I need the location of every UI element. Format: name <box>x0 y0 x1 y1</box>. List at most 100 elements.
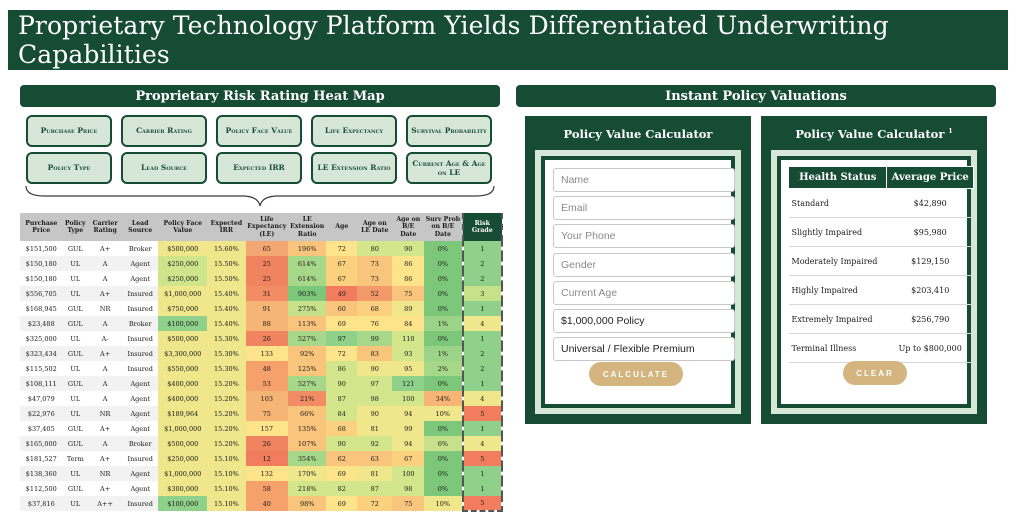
results-frame: Health Status Average Price Standard $42,… <box>771 150 977 414</box>
heatmap-cell: 135% <box>288 421 327 436</box>
heatmap-cell: 58 <box>245 481 289 496</box>
phone-field[interactable]: Your Phone <box>553 224 735 248</box>
heatmap-cell: Agent <box>122 256 159 271</box>
results-title: Policy Value Calculator 1 <box>761 127 987 143</box>
heatmap-cell: A <box>88 271 123 286</box>
heatmap-cell: 0% <box>424 466 463 481</box>
policy-value-calculator-form: Policy Value Calculator Name Email Your … <box>525 116 751 424</box>
heatmap-column-header: Risk Grade <box>461 213 504 241</box>
factor-policy-face-value: Policy Face Value <box>216 115 302 147</box>
heatmap-cell: 90 <box>326 376 358 391</box>
heatmap-cell: 15.30% <box>207 361 246 376</box>
heatmap-cell: 15.10% <box>207 451 246 466</box>
name-field[interactable]: Name <box>553 168 735 192</box>
email-field[interactable]: Email <box>553 196 735 220</box>
heatmap-cell: 15.50% <box>207 271 246 286</box>
heatmap-cell: 84 <box>326 406 358 421</box>
heatmap-cell: 81 <box>357 421 393 436</box>
heatmap-cell: 75 <box>392 286 425 301</box>
table-row: $181,527 Term A+ Insured $250,000 15.10% 12 354… <box>20 451 504 466</box>
heatmap-cell: $115,502 <box>20 361 63 376</box>
heatmap-column-header: Expected IRR <box>207 213 246 241</box>
heatmap-cell: $100,000 <box>158 496 208 511</box>
heatmap-cell: 103 <box>245 391 289 406</box>
heatmap-cell: 53 <box>245 376 289 391</box>
heatmap-cell: 614% <box>288 256 327 271</box>
heatmap-cell: UL <box>62 271 89 286</box>
table-row: $22,976 UL NR Agent $189,964 15.20% 75 66% 84 90 9… <box>20 406 504 421</box>
table-row: Extremely Impaired $256,790 <box>788 304 974 334</box>
table-row: $325,000 UL A- Insured $500,000 15.30% 26 527% 9… <box>20 331 504 346</box>
heatmap-cell: 527% <box>288 376 327 391</box>
heatmap-column-header: Policy Type <box>62 213 89 241</box>
heatmap-cell: Agent <box>122 271 159 286</box>
heatmap-cell: 62 <box>326 451 358 466</box>
table-row: $323,434 GUL A+ Insured $3,300,000 15.30% 133 9… <box>20 346 504 361</box>
heatmap-cell: 0% <box>424 301 463 316</box>
heatmap-cell: $112,500 <box>20 481 63 496</box>
calculator-frame: Name Email Your Phone Gender Current Age… <box>535 150 741 414</box>
heatmap-cell: 15.60% <box>207 241 246 256</box>
heatmap-cell: 94 <box>392 436 425 451</box>
heatmap-cell: 5 <box>461 406 504 421</box>
table-row: $151,500 GUL A+ Broker $500,000 15.60% 65 196% 7… <box>20 241 504 256</box>
table-row: $47,079 UL A Agent $400,000 15.20% 103 21% 87 98 1… <box>20 391 504 406</box>
heatmap-cell: UL <box>62 331 89 346</box>
policy-amount-select[interactable]: $1,000,000 Policy <box>553 309 735 333</box>
heatmap-cell: 1 <box>461 421 504 436</box>
heatmap-cell: 6% <box>424 436 463 451</box>
heatmap-cell: $189,964 <box>158 406 208 421</box>
heatmap-column-header: Policy Face Value <box>158 213 208 241</box>
heatmap-column-header: Age on B/E Date <box>392 213 425 241</box>
heatmap-cell: 1% <box>424 316 463 331</box>
heatmap-header: Proprietary Risk Rating Heat Map <box>20 85 500 107</box>
heatmap-cell: 90 <box>357 406 393 421</box>
heatmap-cell: A+ <box>88 286 123 301</box>
policy-type-select[interactable]: Universal / Flexible Premium <box>553 337 735 361</box>
table-row: $165,000 GUL A Broker $500,000 15.20% 26 107% 90… <box>20 436 504 451</box>
heatmap-cell: Broker <box>122 241 159 256</box>
risk-factor-grid: Purchase Price Carrier Rating Policy Fac… <box>26 115 492 184</box>
health-status-cell: Moderately Impaired <box>788 246 887 276</box>
heatmap-cell: UL <box>62 406 89 421</box>
heatmap-cell: 25 <box>245 271 289 286</box>
clear-button[interactable]: CLEAR <box>843 361 907 385</box>
heatmap-cell: 113% <box>288 316 327 331</box>
heatmap-column-header: Purchase Price <box>20 213 63 241</box>
heatmap-cell: 354% <box>288 451 327 466</box>
heatmap-cell: 5 <box>461 496 504 512</box>
heatmap-cell: 72 <box>326 241 358 256</box>
heatmap-cell: 67 <box>326 256 358 271</box>
heatmap-cell: GUL <box>62 316 89 331</box>
heatmap-cell: A+ <box>88 421 123 436</box>
gender-field[interactable]: Gender <box>553 253 735 277</box>
heatmap-cell: 86 <box>392 271 425 286</box>
heatmap-cell: 2 <box>461 271 504 286</box>
health-status-cell: Terminal Illness <box>788 333 887 363</box>
current-age-field[interactable]: Current Age <box>553 281 735 305</box>
average-price-cell: Up to $800,000 <box>886 333 974 363</box>
heatmap-cell: 10% <box>424 406 463 421</box>
heatmap-cell: Agent <box>122 421 159 436</box>
heatmap-cell: 92% <box>288 346 327 361</box>
heatmap-cell: 1 <box>461 481 504 496</box>
heatmap-cell: GUL <box>62 376 89 391</box>
health-status-cell: Extremely Impaired <box>788 304 887 334</box>
heatmap-cell: A- <box>88 331 123 346</box>
calculate-button[interactable]: CALCULATE <box>589 362 683 386</box>
heatmap-cell: $323,434 <box>20 346 63 361</box>
table-row: Terminal Illness Up to $800,000 <box>788 333 974 363</box>
heatmap-column-header: Carrier Rating <box>88 213 123 241</box>
heatmap-cell: Agent <box>122 406 159 421</box>
heatmap-cell: 614% <box>288 271 327 286</box>
heatmap-cell: $47,079 <box>20 391 63 406</box>
heatmap-cell: 15.30% <box>207 346 246 361</box>
heatmap-cell: 26 <box>245 436 289 451</box>
heatmap-cell: A+ <box>88 481 123 496</box>
heatmap-cell: 92 <box>357 436 393 451</box>
heatmap-cell: 99 <box>392 421 425 436</box>
heatmap-cell: GUL <box>62 436 89 451</box>
heatmap-cell: 90 <box>392 241 425 256</box>
heatmap-cell: 49 <box>326 286 358 301</box>
heatmap-cell: 1 <box>461 301 504 316</box>
